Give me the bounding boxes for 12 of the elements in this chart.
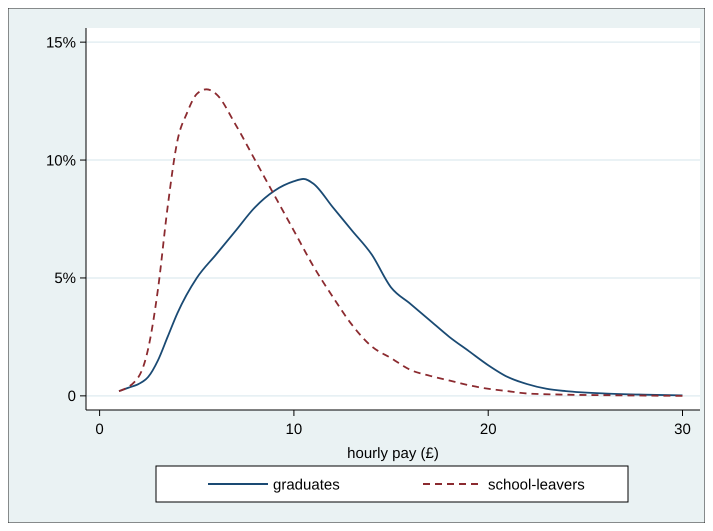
x-axis-title: hourly pay (£) xyxy=(347,445,439,462)
x-tick-label: 30 xyxy=(674,421,691,438)
y-tick-label: 5% xyxy=(54,270,76,288)
x-tick-label: 0 xyxy=(95,421,104,438)
y-tick-label: 10% xyxy=(46,152,76,170)
line-series xyxy=(118,88,684,397)
legend-label: school-leavers xyxy=(488,476,585,494)
y-tick-label: 0 xyxy=(68,388,76,406)
legend-label: graduates xyxy=(273,476,340,494)
y-tick-label: 15% xyxy=(46,34,76,52)
x-tick-label: 20 xyxy=(480,421,497,438)
x-tick-label: 10 xyxy=(286,421,302,438)
